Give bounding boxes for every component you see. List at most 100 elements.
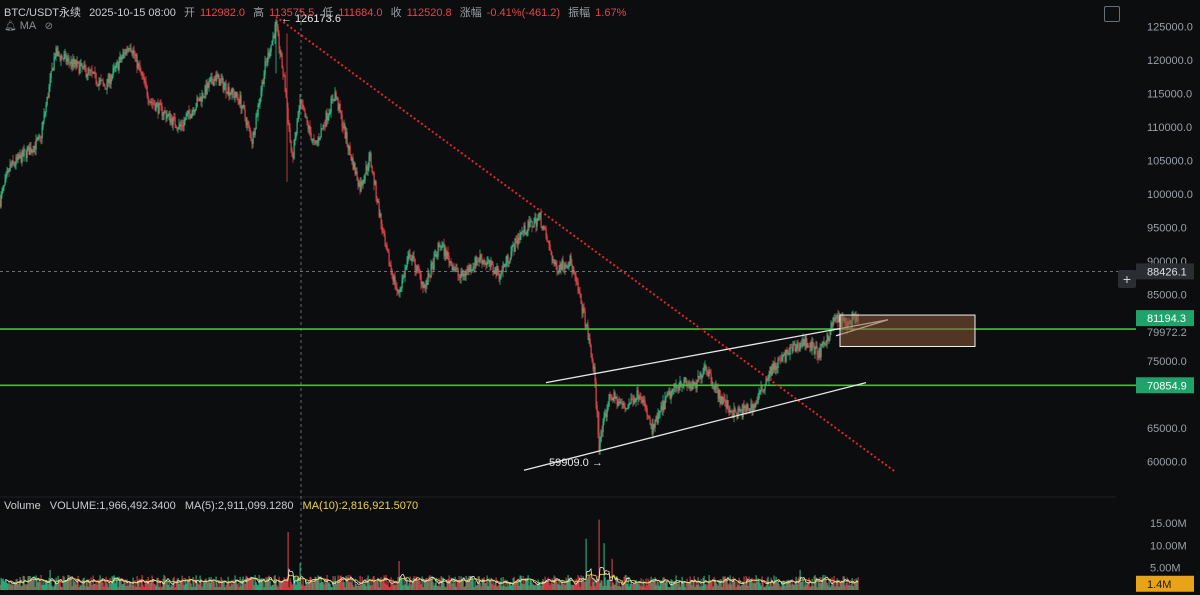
volume-bar [269,580,271,590]
candle-body [403,276,405,278]
symbol[interactable]: BTC/USDT永续 [4,7,81,19]
candle-body [701,375,703,379]
add-alert-icon[interactable]: + [1118,270,1136,288]
volume-bar [358,585,360,590]
volume-bar [626,584,628,590]
candle-body [544,227,546,230]
volume-value: VOLUME:1,966,492.3400 [49,500,176,512]
candle-body [477,260,479,262]
volume-bar [529,578,531,590]
candle-body [806,343,808,348]
volume-bar [434,583,436,590]
volume-bar [506,580,508,590]
candle-body [288,122,290,129]
open-label: 开 [183,7,195,19]
volume-bar [698,584,700,590]
volume-label[interactable]: Volume [4,500,41,512]
candle-body [781,357,783,361]
volume-bar [501,586,503,590]
volume-bar [723,576,725,590]
volume-bar [720,579,722,590]
volume-bar [791,578,793,590]
candle-body [273,35,275,39]
candle-body [231,87,233,95]
ma-indicator-label[interactable]: MA [19,20,36,32]
volume-bar [645,578,647,590]
volume-bar [656,579,658,590]
candle-body [258,104,260,105]
volume-bar [794,583,796,590]
volume-bar [325,582,327,590]
volume-bar [218,580,220,590]
volume-bar [564,584,566,590]
candle-body [828,337,830,341]
candle-body [686,383,688,386]
fullscreen-icon[interactable] [1104,6,1120,22]
volume-bar [289,578,291,590]
volume-bar [115,579,117,590]
candle-body [333,100,335,102]
volume-bar [259,582,261,590]
candle-body [381,224,383,232]
eye-hidden-icon[interactable]: ⊘ [44,21,54,32]
volume-bar [471,575,473,590]
volume-bar [521,583,523,590]
volume-bar [711,580,713,590]
candle-body [784,353,786,362]
candle-body [198,98,200,102]
volume-bar [481,578,483,590]
candle-body [794,343,796,352]
candle-body [219,79,221,86]
candle-body [492,263,494,271]
candle-body [127,48,129,51]
volume-bar [618,582,620,590]
volume-bar [505,586,507,590]
volume-bar [718,581,720,590]
volume-bar [251,578,253,590]
volume-bar [177,577,179,590]
volume-bar [422,587,424,590]
volume-bar [127,585,129,590]
volume-bar [224,587,226,590]
candle-body [144,81,146,83]
volume-bar [87,586,89,590]
low-value: 111684.0 [338,7,383,19]
candle-body [14,164,16,166]
close-value: 112520.8 [406,7,452,19]
candle-body [106,79,108,90]
candle-body [278,33,280,50]
volume-bar [666,581,668,590]
volume-bar [714,579,716,590]
volume-bar [475,585,477,590]
candle-body [691,385,693,390]
volume-bar [585,538,587,590]
volume-bar [458,576,460,590]
bell-icon[interactable]: 🔔︎ [4,21,17,32]
candle-body [742,405,744,418]
candle-body [463,273,465,277]
candle-body [799,343,801,351]
volume-bar [761,576,763,590]
candle-body [564,264,566,269]
volume-bar [100,579,102,590]
candle-body [496,265,498,276]
candle-body [775,366,777,370]
candle-body [112,68,114,76]
candle-body [172,116,174,126]
candle-body [389,264,391,266]
candle-body [418,267,420,272]
volume-bar [762,581,764,590]
volume-bar [786,581,788,590]
volume-bar [757,578,759,590]
candle-body [590,345,592,355]
candle-body [427,273,429,285]
volume-bar [372,576,374,590]
candle-body [509,258,511,262]
level-badge: 81194.3 [1147,313,1186,325]
volume-bar [744,584,746,590]
candle-body [772,364,774,371]
candle-body [665,396,667,398]
candle-body [737,408,739,419]
volume-bar [716,583,718,590]
